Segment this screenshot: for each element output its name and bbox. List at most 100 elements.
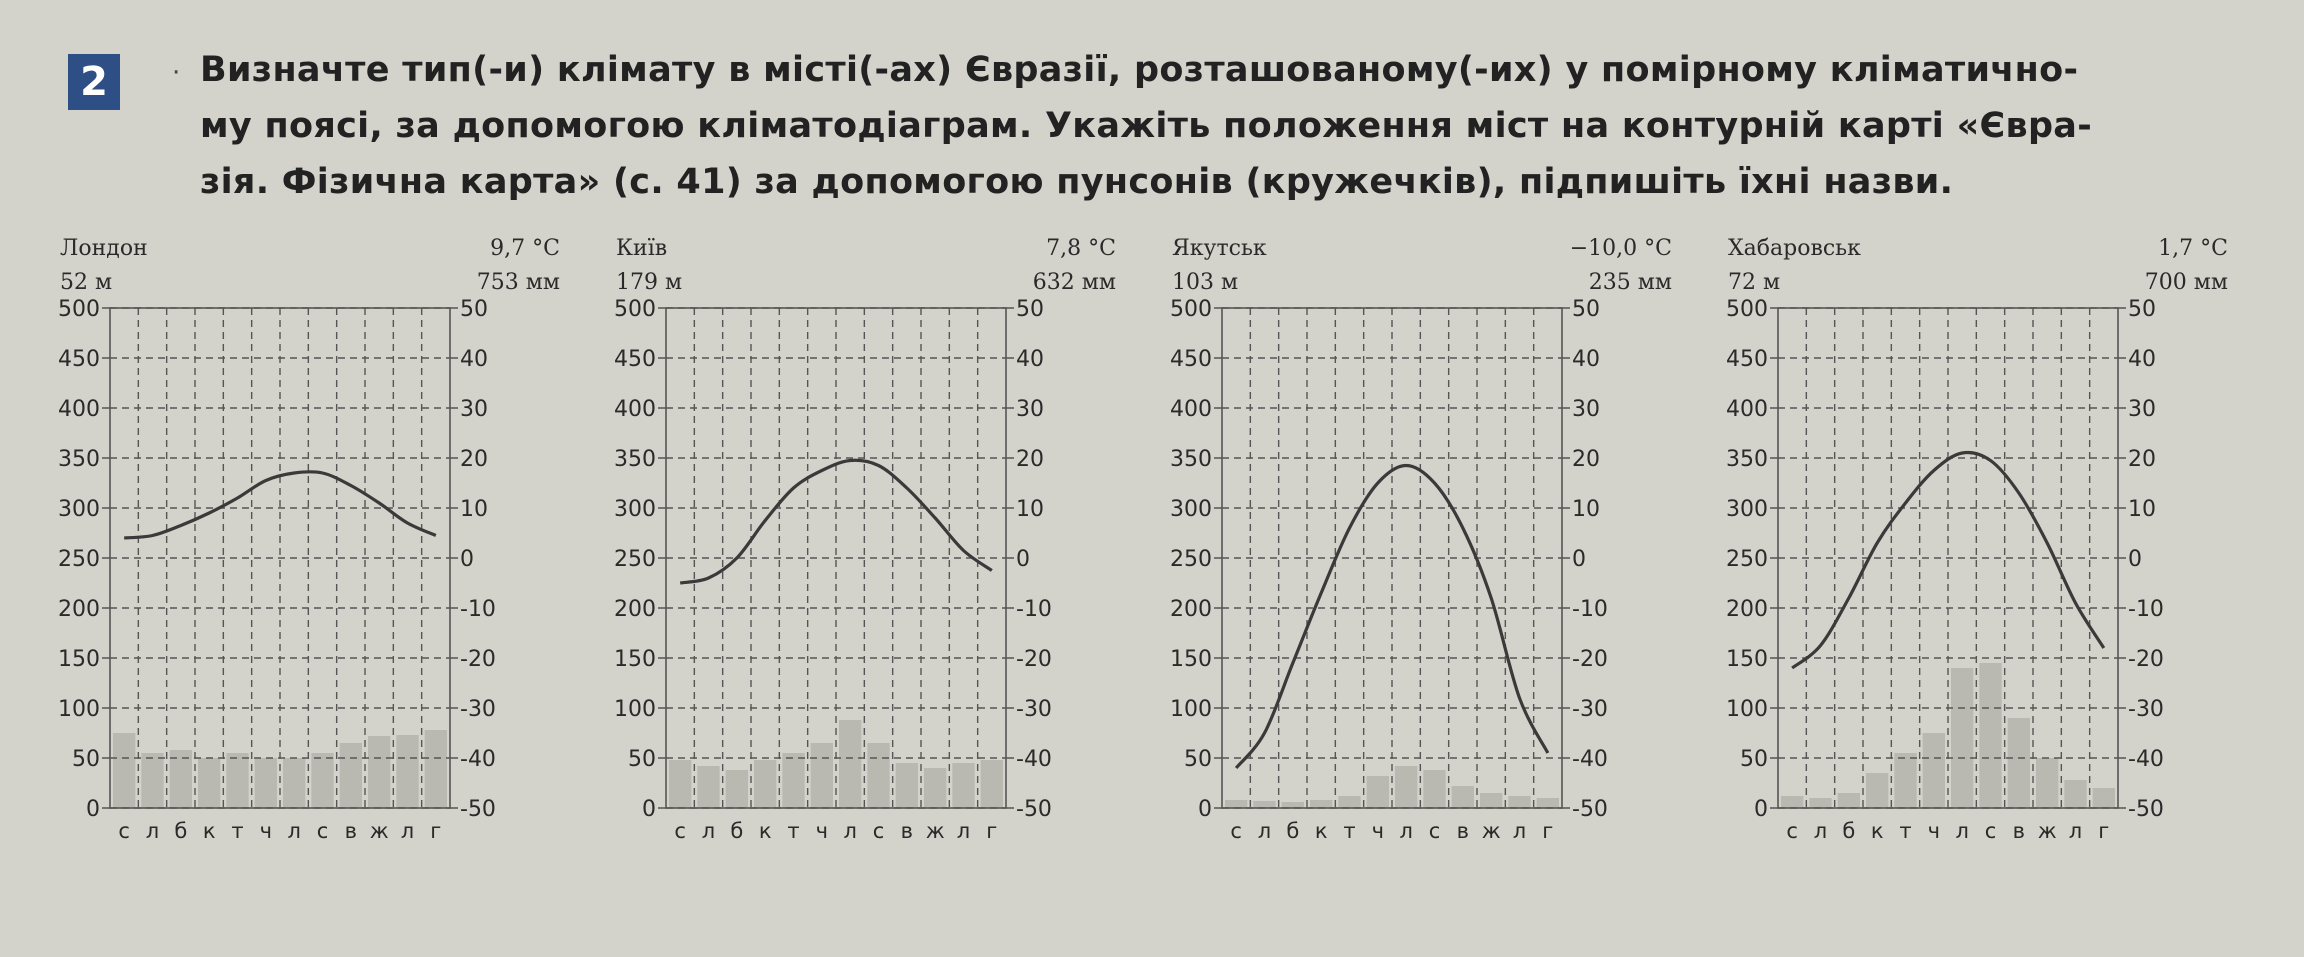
precipitation-axis-label: 300 — [58, 497, 100, 522]
month-label: к — [1315, 819, 1328, 843]
temperature-axis-label: -20 — [1572, 647, 1608, 672]
precipitation-axis-label: 400 — [614, 397, 656, 422]
precipitation-axis-label: 350 — [1170, 447, 1212, 472]
month-label: в — [345, 819, 357, 843]
month-label: ж — [1482, 819, 1501, 843]
precipitation-axis-label: 450 — [1170, 347, 1212, 372]
temperature-axis-label: -20 — [460, 647, 496, 672]
city-name: Лондон — [60, 236, 148, 261]
temperature-axis-label: 30 — [2128, 397, 2156, 422]
city-name: Київ — [616, 236, 668, 261]
precipitation-axis-label: 500 — [1170, 297, 1212, 322]
temperature-axis-label: 20 — [2128, 447, 2156, 472]
precipitation-bar — [697, 766, 720, 808]
annual-precipitation: 632 мм — [1032, 270, 1116, 295]
temperature-axis-label: 40 — [1572, 347, 1600, 372]
temperature-curve — [1791, 450, 2106, 670]
precipitation-axis-label: 150 — [1726, 647, 1768, 672]
precipitation-axis-label: 50 — [628, 747, 656, 772]
temperature-axis-label: 30 — [1016, 397, 1044, 422]
precipitation-axis-label: 350 — [58, 447, 100, 472]
precipitation-bar — [1894, 753, 1917, 808]
precipitation-bar — [1951, 668, 1974, 808]
temperature-axis-label: -50 — [460, 797, 496, 822]
precipitation-axis-label: 300 — [1726, 497, 1768, 522]
precipitation-bar — [754, 760, 777, 808]
month-label: с — [873, 819, 885, 843]
temperature-axis-label: 50 — [2128, 297, 2156, 322]
month-label: л — [1955, 819, 1968, 843]
precipitation-axis-label: 250 — [58, 547, 100, 572]
temperature-axis-label: -50 — [2128, 797, 2164, 822]
task-text-line: му поясі, за допомогою кліматодіаграм. У… — [200, 106, 2093, 146]
precipitation-axis-label: 250 — [1170, 547, 1212, 572]
precipitation-bar — [1480, 793, 1503, 808]
month-label: с — [317, 819, 329, 843]
temperature-axis-label: -10 — [1016, 597, 1052, 622]
climate-diagram: 050100150200250300350400450500-50-40-30-… — [1170, 297, 1608, 843]
month-label: л — [287, 819, 300, 843]
precipitation-axis-label: 400 — [1170, 397, 1212, 422]
precipitation-bar — [424, 730, 447, 808]
month-label: к — [759, 819, 772, 843]
precipitation-axis-label: 250 — [614, 547, 656, 572]
precipitation-bar — [113, 733, 136, 808]
precipitation-bar — [283, 758, 306, 808]
month-label: л — [401, 819, 414, 843]
temperature-axis-label: -40 — [460, 747, 496, 772]
temperature-axis-label: -40 — [1016, 747, 1052, 772]
annual-temperature: 7,8 °С — [1046, 236, 1116, 261]
climate-chart-khabarovsk: Хабаровськ 72 м 1,7 °С 700 мм 0 50 100 150 2… — [1716, 232, 2236, 892]
temperature-axis-label: 10 — [1572, 497, 1600, 522]
task-bullet: · — [172, 58, 181, 88]
task-text: Визначте тип(-и) клімату в місті(-ах) Єв… — [200, 42, 2190, 210]
precipitation-axis-label: 50 — [1740, 747, 1768, 772]
month-label: л — [702, 819, 715, 843]
month-label: ч — [1372, 819, 1384, 843]
precipitation-bar — [924, 768, 947, 808]
precipitation-bar — [141, 753, 164, 808]
temperature-axis-label: -40 — [1572, 747, 1608, 772]
precipitation-bar — [1423, 770, 1446, 808]
precipitation-bar — [1979, 663, 2002, 808]
temperature-axis-label: 10 — [1016, 497, 1044, 522]
temperature-curve — [679, 458, 993, 585]
temperature-axis-label: 40 — [1016, 347, 1044, 372]
temperature-axis-label: 40 — [2128, 347, 2156, 372]
temperature-axis-label: 0 — [460, 547, 474, 572]
temperature-axis-label: 20 — [1572, 447, 1600, 472]
precipitation-axis-label: 300 — [1170, 497, 1212, 522]
precipitation-bar — [1809, 798, 1832, 808]
month-label: к — [1871, 819, 1884, 843]
month-label: к — [203, 819, 216, 843]
precipitation-axis-label: 150 — [614, 647, 656, 672]
month-label: ж — [370, 819, 389, 843]
city-name: Якутськ — [1172, 236, 1267, 261]
precipitation-axis-label: 50 — [1184, 747, 1212, 772]
precipitation-axis-label: 100 — [58, 697, 100, 722]
temperature-curve — [124, 470, 437, 540]
annual-temperature: −10,0 °С — [1569, 236, 1672, 261]
precipitation-axis-label: 150 — [1170, 647, 1212, 672]
month-label: б — [1842, 819, 1855, 843]
month-label: б — [174, 819, 187, 843]
annual-precipitation: 753 мм — [476, 270, 560, 295]
annual-precipitation: 700 мм — [2144, 270, 2228, 295]
month-label: с — [1230, 819, 1242, 843]
temperature-axis-label: 0 — [2128, 547, 2142, 572]
temperature-axis-label: 20 — [1016, 447, 1044, 472]
precipitation-bar — [1866, 773, 1889, 808]
climate-diagram: 050100150200250300350400450500-50-40-30-… — [614, 297, 1052, 843]
precipitation-axis-label: 350 — [614, 447, 656, 472]
temperature-axis-label: -30 — [2128, 697, 2164, 722]
precipitation-axis-label: 50 — [72, 747, 100, 772]
month-label: с — [1786, 819, 1798, 843]
climate-chart-london: Лондон 52 м 9,7 °С 753 мм 0 50 100 150 200 25… — [48, 232, 568, 892]
precipitation-axis-label: 450 — [614, 347, 656, 372]
month-label: т — [231, 819, 243, 843]
precipitation-bar — [1781, 796, 1804, 808]
temperature-axis-label: -10 — [1572, 597, 1608, 622]
month-label: г — [430, 819, 441, 843]
annual-precipitation: 235 мм — [1588, 270, 1672, 295]
month-label: л — [957, 819, 970, 843]
